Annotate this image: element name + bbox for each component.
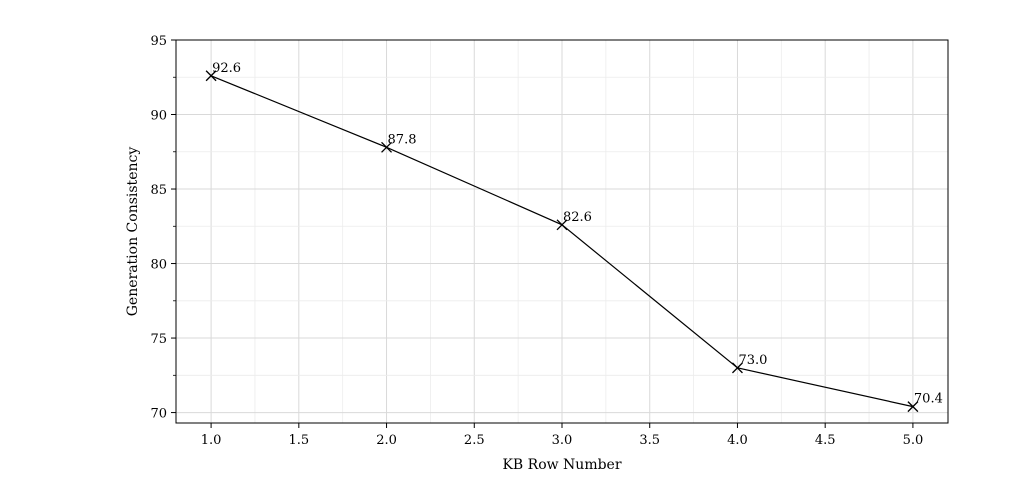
x-tick-label: 3.0 (552, 433, 573, 448)
y-tick-label: 95 (150, 34, 167, 49)
x-axis: 1.0 1.5 2.0 2.5 3.0 3.5 4.0 4.5 5.0 (201, 423, 924, 448)
y-tick-label: 90 (150, 109, 167, 124)
x-tick-label: 5.0 (903, 433, 924, 448)
data-point-marker (381, 141, 393, 153)
y-axis-label: Generation Consistency (125, 147, 141, 317)
x-tick-label: 1.5 (288, 433, 309, 448)
data-point-marker (556, 219, 568, 231)
data-label: 70.4 (914, 392, 943, 407)
data-label: 73.0 (738, 353, 767, 368)
y-axis: 70 75 80 85 90 95 (150, 34, 176, 422)
data-point-marker (731, 362, 743, 374)
y-tick-label: 75 (150, 332, 167, 347)
data-point-marker (907, 401, 919, 413)
x-tick-label: 2.0 (376, 433, 397, 448)
x-tick-label: 3.5 (639, 433, 660, 448)
data-label: 92.6 (212, 61, 241, 76)
data-label: 87.8 (388, 132, 417, 147)
y-tick-label: 70 (150, 407, 167, 422)
x-axis-label: KB Row Number (502, 457, 621, 473)
y-tick-label: 80 (150, 258, 167, 273)
x-tick-label: 1.0 (201, 433, 222, 448)
data-label: 82.6 (563, 210, 592, 225)
y-tick-label: 85 (150, 183, 167, 198)
x-tick-label: 4.0 (727, 433, 748, 448)
x-tick-label: 2.5 (464, 433, 485, 448)
data-point-marker (205, 70, 217, 82)
grid (176, 39, 948, 423)
series: 92.6 87.8 82.6 73.0 70.4 (205, 61, 943, 413)
x-tick-label: 4.5 (815, 433, 836, 448)
